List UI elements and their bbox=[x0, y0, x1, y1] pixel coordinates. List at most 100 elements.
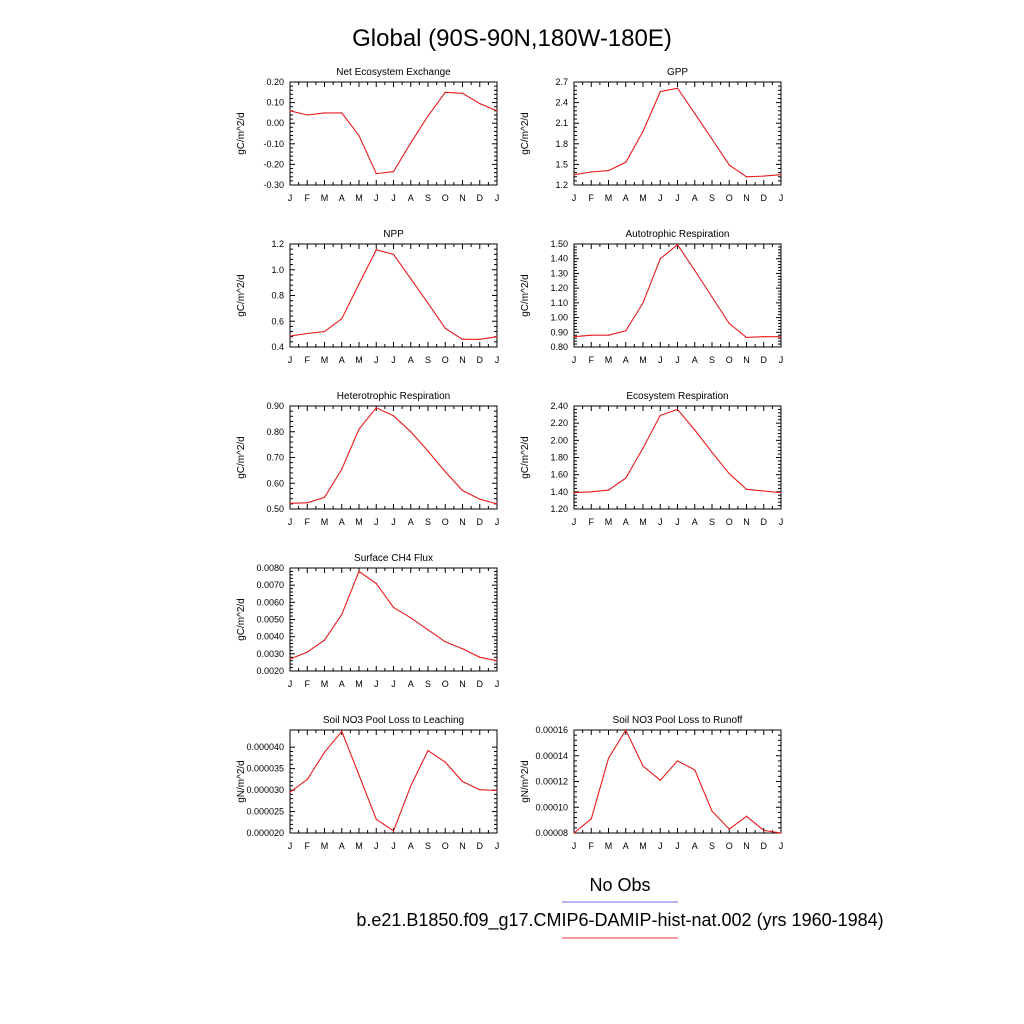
x-tick-label: J bbox=[658, 517, 663, 527]
x-tick-label: J bbox=[495, 841, 500, 851]
data-point bbox=[780, 174, 782, 176]
plot-frame bbox=[573, 405, 782, 510]
data-point bbox=[780, 336, 782, 338]
y-tick-label: 1.40 bbox=[550, 254, 568, 264]
x-tick-label: O bbox=[726, 517, 733, 527]
panel-title: Heterotrophic Respiration bbox=[337, 391, 450, 402]
x-tick-label: J bbox=[658, 193, 663, 203]
y-tick-label: 1.8 bbox=[555, 139, 568, 149]
data-point bbox=[642, 130, 644, 133]
x-tick-label: M bbox=[355, 679, 363, 689]
data-point bbox=[427, 750, 429, 752]
y-axis-label: gC/m^2/d bbox=[236, 598, 247, 641]
x-tick-label: J bbox=[374, 517, 379, 527]
data-point bbox=[306, 332, 308, 335]
data-point bbox=[289, 335, 291, 337]
panel-title: NPP bbox=[383, 229, 404, 240]
y-tick-label: 0.10 bbox=[266, 98, 284, 108]
y-axis-label: gC/m^2/d bbox=[236, 112, 247, 155]
x-tick-label: N bbox=[743, 193, 750, 203]
x-tick-label: F bbox=[305, 355, 311, 365]
x-tick-label: J bbox=[391, 679, 396, 689]
y-tick-label: 2.4 bbox=[555, 98, 568, 108]
x-tick-label: J bbox=[779, 841, 784, 851]
x-tick-label: J bbox=[675, 355, 680, 365]
data-point bbox=[659, 414, 661, 417]
x-tick-label: D bbox=[761, 841, 768, 851]
x-tick-label: A bbox=[692, 841, 698, 851]
y-tick-label: 0.4 bbox=[271, 342, 284, 352]
series-line bbox=[289, 570, 498, 662]
x-tick-label: F bbox=[305, 841, 311, 851]
x-tick-label: F bbox=[305, 517, 311, 527]
data-point bbox=[728, 164, 730, 166]
y-tick-label: 0.00 bbox=[266, 118, 284, 128]
x-tick-label: A bbox=[408, 517, 414, 527]
x-tick-label: N bbox=[743, 517, 750, 527]
y-tick-label: 1.2 bbox=[555, 180, 568, 190]
data-point bbox=[461, 92, 464, 94]
y-tick-label: 0.60 bbox=[266, 478, 284, 488]
x-tick-label: J bbox=[779, 517, 784, 527]
x-tick-label: J bbox=[495, 679, 500, 689]
data-point bbox=[590, 818, 592, 820]
x-tick-label: M bbox=[639, 841, 647, 851]
y-tick-label: 1.30 bbox=[550, 268, 568, 278]
data-point bbox=[573, 832, 575, 834]
x-tick-label: D bbox=[477, 355, 484, 365]
data-point bbox=[573, 174, 575, 176]
x-tick-label: A bbox=[623, 355, 629, 365]
panel-title: Ecosystem Respiration bbox=[626, 391, 728, 402]
series-line bbox=[289, 249, 498, 340]
x-tick-label: A bbox=[692, 517, 698, 527]
data-point bbox=[573, 336, 575, 338]
x-tick-label: N bbox=[459, 841, 466, 851]
y-axis-label: gN/m^2/d bbox=[520, 760, 531, 803]
x-tick-label: A bbox=[339, 355, 345, 365]
x-tick-label: S bbox=[709, 193, 715, 203]
y-tick-label: 0.000025 bbox=[246, 807, 284, 817]
y-tick-label: 1.80 bbox=[550, 453, 568, 463]
data-point bbox=[358, 570, 360, 573]
data-point bbox=[323, 639, 326, 641]
y-tick-label: 0.000020 bbox=[246, 828, 284, 838]
data-point bbox=[763, 490, 765, 492]
data-point bbox=[323, 330, 326, 333]
x-tick-label: S bbox=[425, 193, 431, 203]
x-tick-label: M bbox=[355, 517, 363, 527]
data-point bbox=[289, 110, 291, 112]
y-axis-label: gC/m^2/d bbox=[236, 436, 247, 479]
x-tick-label: J bbox=[374, 193, 379, 203]
data-point bbox=[694, 269, 696, 272]
y-tick-label: 1.10 bbox=[550, 298, 568, 308]
x-tick-label: D bbox=[761, 355, 768, 365]
x-tick-label: M bbox=[355, 193, 363, 203]
data-point bbox=[289, 658, 291, 660]
data-point bbox=[392, 171, 395, 173]
data-point bbox=[341, 613, 343, 615]
x-tick-label: A bbox=[692, 193, 698, 203]
data-point bbox=[427, 629, 429, 631]
y-tick-label: 1.0 bbox=[271, 265, 284, 275]
y-tick-label: 0.0030 bbox=[256, 649, 284, 659]
x-tick-label: A bbox=[408, 841, 414, 851]
y-tick-label: 0.0020 bbox=[256, 666, 284, 676]
data-point bbox=[375, 249, 377, 251]
y-tick-label: 0.70 bbox=[266, 453, 284, 463]
data-point bbox=[625, 161, 627, 163]
y-tick-label: 1.00 bbox=[550, 313, 568, 323]
series-line bbox=[289, 91, 498, 175]
y-tick-label: 0.80 bbox=[550, 342, 568, 352]
y-tick-label: 2.20 bbox=[550, 418, 568, 428]
data-point bbox=[479, 103, 481, 105]
x-tick-label: J bbox=[495, 193, 500, 203]
y-tick-label: 0.0070 bbox=[256, 580, 284, 590]
data-point bbox=[496, 336, 498, 338]
x-tick-label: M bbox=[321, 193, 329, 203]
y-tick-label: 0.0050 bbox=[256, 615, 284, 625]
